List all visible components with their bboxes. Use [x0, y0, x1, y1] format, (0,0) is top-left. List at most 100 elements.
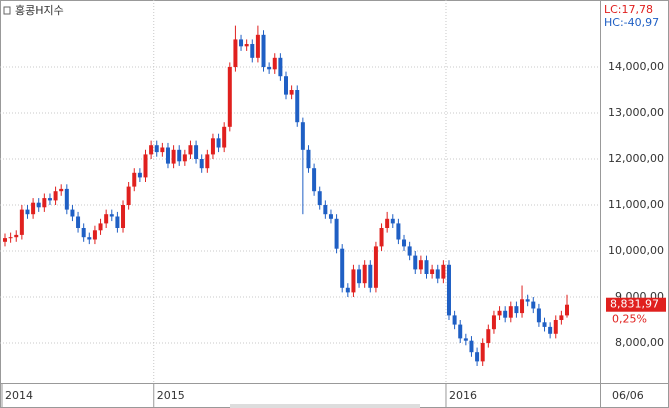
candle-body	[154, 145, 159, 153]
candle-body	[463, 338, 468, 341]
candle-body	[362, 264, 367, 284]
candle-body	[418, 260, 423, 270]
candle-body	[272, 57, 277, 70]
y-tick-label: 14,000,00	[608, 60, 664, 73]
candle-body	[222, 126, 227, 148]
candle-body	[81, 227, 86, 238]
x-tick-label: 2014	[5, 389, 33, 402]
candle-body	[402, 239, 407, 247]
candle-body	[233, 39, 238, 68]
candle-body	[14, 234, 19, 238]
candle-body	[267, 67, 272, 70]
candle-body	[137, 172, 142, 178]
candle-body	[469, 340, 474, 353]
candle-body	[132, 172, 137, 187]
candle-body	[19, 209, 24, 235]
candle-body	[8, 237, 13, 239]
candle-body	[53, 191, 58, 201]
candle-body	[194, 145, 199, 160]
candle-body	[340, 248, 345, 288]
candle-body	[255, 34, 260, 58]
candle-body	[520, 299, 525, 314]
candle-body	[345, 287, 350, 293]
candle-body	[98, 223, 103, 231]
candle-body	[491, 315, 496, 330]
candle-body	[407, 246, 412, 256]
candle-body	[497, 310, 502, 316]
candle-body	[177, 149, 182, 162]
candle-body	[559, 315, 564, 320]
candle-body	[480, 342, 485, 362]
candle-body	[553, 319, 558, 334]
candle-body	[70, 209, 75, 217]
candle-body	[312, 168, 317, 192]
candle-body	[205, 154, 210, 169]
candle-body	[452, 315, 457, 325]
change-label: 0,25%	[612, 313, 647, 326]
y-tick-label: 13,000,00	[608, 106, 664, 119]
candle-body	[115, 216, 120, 228]
candle-body	[104, 214, 109, 224]
candle-body	[385, 218, 390, 228]
candle-body	[284, 76, 288, 95]
candle-body	[109, 214, 114, 217]
candle-body	[413, 255, 418, 270]
candle-body	[64, 188, 69, 210]
candle-body	[278, 57, 283, 77]
candle-body	[396, 223, 401, 240]
candle-body	[165, 147, 170, 164]
candle-body	[390, 218, 395, 224]
candle-body	[36, 202, 41, 208]
candle-body	[300, 122, 305, 150]
candle-body	[239, 39, 244, 47]
candle-body	[126, 186, 131, 205]
candle-body	[3, 238, 7, 242]
chart-title: 홍콩H지수	[15, 3, 64, 17]
candle-body	[334, 218, 339, 249]
candle-body	[250, 44, 255, 58]
candle-body	[289, 90, 294, 95]
candle-body	[373, 246, 378, 288]
candle-body	[210, 138, 215, 155]
candle-body	[565, 304, 569, 316]
candle-body	[25, 209, 30, 215]
candle-body	[87, 237, 92, 240]
candle-body	[542, 322, 547, 327]
candle-body	[368, 264, 373, 288]
candle-body	[503, 310, 508, 318]
candle-body	[261, 34, 266, 68]
candle-body	[244, 44, 249, 47]
candle-body	[328, 214, 333, 219]
y-tick-label: 8,000,00	[615, 336, 664, 349]
candle-body	[160, 147, 165, 153]
candle-body	[424, 260, 429, 274]
candle-body	[548, 326, 553, 334]
last-price-label: 8,831,97	[610, 298, 659, 311]
candle-body	[227, 67, 232, 127]
candle-body	[188, 145, 193, 155]
candle-body	[216, 138, 221, 148]
indicator-lc: LC:17,78	[604, 3, 653, 16]
candle-body	[435, 269, 440, 279]
candle-body	[76, 216, 81, 228]
candle-body	[486, 329, 491, 343]
scrollbar[interactable]	[230, 404, 420, 408]
x-tick-label: 2015	[157, 389, 185, 402]
candle-body	[31, 202, 36, 215]
candle-body	[199, 159, 204, 169]
candle-body	[59, 188, 64, 192]
candle-body	[149, 145, 154, 155]
indicator-hc: HC:-40,97	[604, 16, 659, 29]
candle-body	[92, 230, 97, 240]
candle-body	[351, 269, 356, 293]
candle-body	[306, 149, 311, 169]
candle-body	[514, 306, 519, 314]
candle-body	[323, 204, 328, 215]
x-end-label: 06/06	[612, 389, 644, 402]
candle-body	[357, 269, 362, 284]
candle-body	[143, 154, 148, 178]
candle-body	[379, 227, 384, 247]
candle-body	[182, 154, 187, 162]
candle-body	[121, 204, 126, 228]
candle-body	[441, 264, 446, 279]
